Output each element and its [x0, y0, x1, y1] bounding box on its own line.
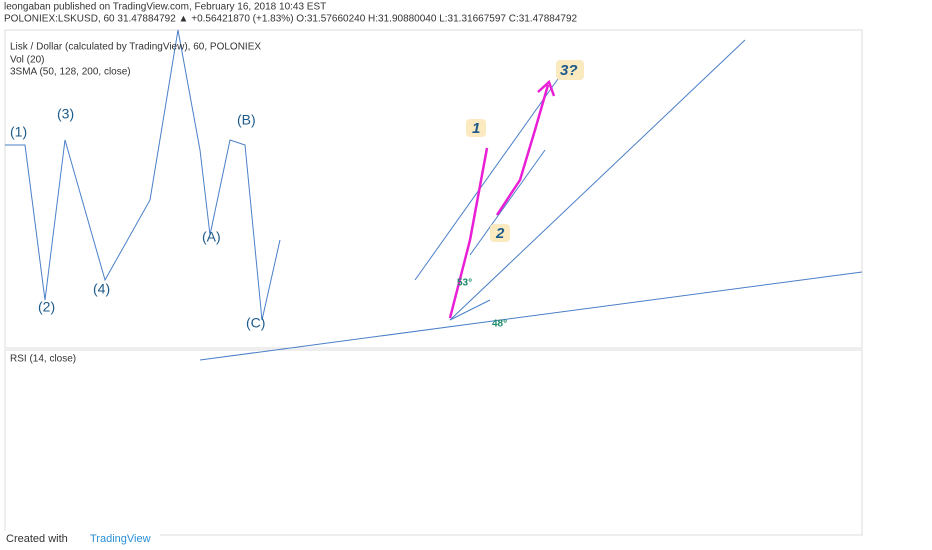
annotation: (B)	[237, 112, 256, 128]
annotation: 48°	[492, 319, 507, 330]
pane-title: Lisk / Dollar (calculated by TradingView…	[10, 42, 261, 53]
annotation: (4)	[93, 281, 110, 297]
rsi-pane	[4, 349, 863, 536]
annotation: 2	[495, 225, 505, 242]
indicator: Vol (20)	[10, 55, 44, 66]
label-box	[556, 60, 584, 80]
annotation: 53°	[457, 278, 472, 289]
indicator: 3SMA (50, 128, 200, close)	[10, 67, 131, 78]
trend-lines	[5, 29, 863, 361]
price-pane	[4, 29, 863, 349]
annotation: (A)	[202, 229, 221, 245]
annotation: (1)	[10, 124, 27, 140]
brand[interactable]: TradingView	[90, 533, 151, 545]
annotation: 3?	[560, 62, 578, 79]
symbol-line: POLONIEX:LSKUSD, 60 31.47884792 ▲ +0.564…	[4, 14, 578, 25]
annotation: 1	[472, 120, 480, 137]
footer-bg	[0, 531, 160, 550]
footer: Created with	[6, 533, 68, 545]
annotation: (C)	[246, 315, 265, 331]
annotation: (2)	[38, 299, 55, 315]
publisher: leongaban published on TradingView.com, …	[4, 2, 326, 13]
annotation: (3)	[57, 106, 74, 122]
projection-arrows	[448, 79, 556, 319]
label-box	[466, 119, 486, 137]
pane-title: RSI (14, close)	[10, 354, 76, 365]
label-box	[490, 224, 510, 242]
